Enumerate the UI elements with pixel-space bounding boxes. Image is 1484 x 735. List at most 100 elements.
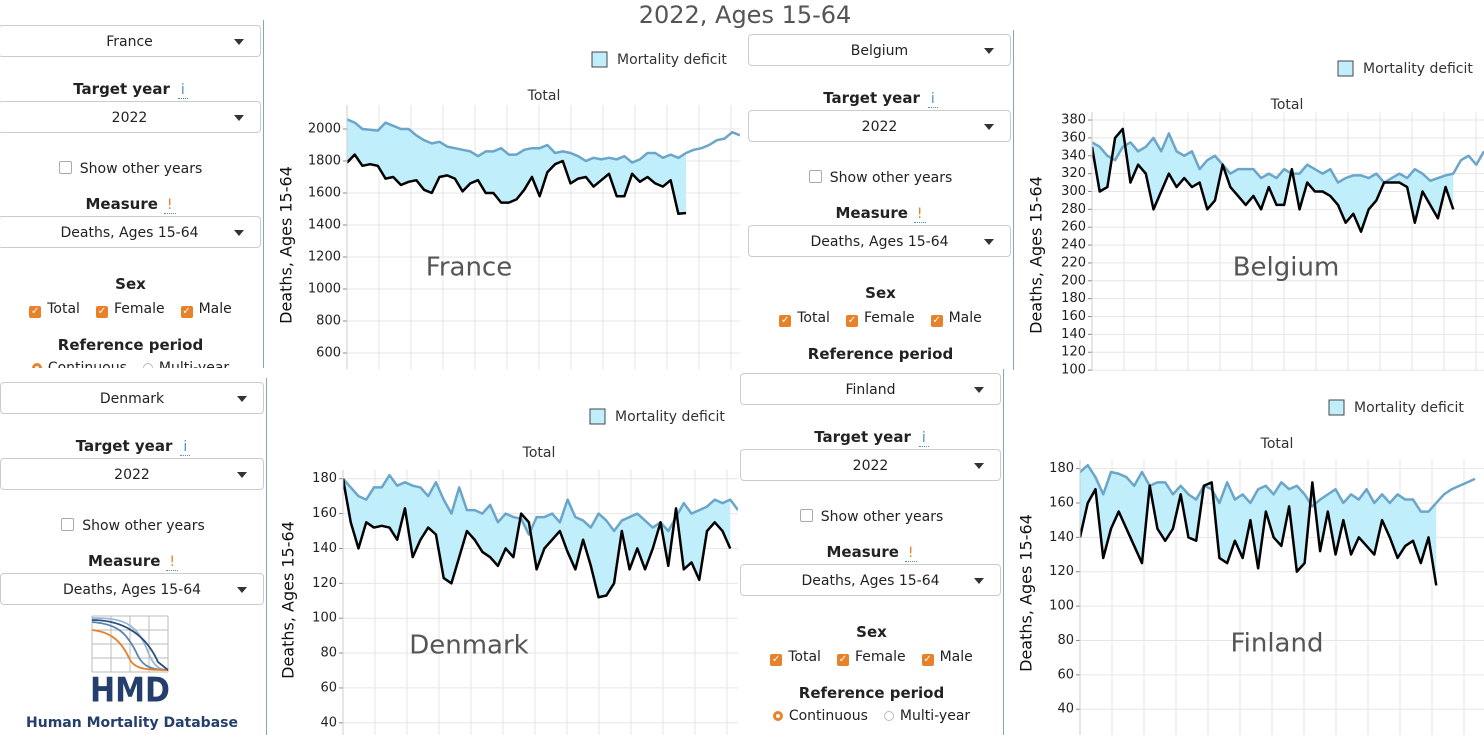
target-year-row: Target year i — [748, 88, 1013, 109]
checkbox-checked: ✓ — [836, 654, 849, 666]
sex-option[interactable]: ✓ Female — [95, 301, 165, 318]
radio-option[interactable]: Multi-year — [142, 360, 230, 368]
series-line — [343, 478, 732, 599]
logo-curve — [91, 617, 169, 671]
reference-options: Continuous Multi-year — [0, 358, 263, 368]
measure-dropdown[interactable]: Deaths, Ages 15-64 — [748, 225, 1011, 257]
legend-label: Mortality deficit — [617, 52, 727, 68]
series-line — [347, 153, 687, 216]
y-tick-label: 180 — [1049, 461, 1074, 476]
warning-link[interactable]: ! — [904, 545, 917, 562]
country-dropdown[interactable]: Finland — [740, 373, 1001, 405]
caret — [237, 396, 247, 402]
sex-label: Sex — [865, 284, 896, 302]
caret — [237, 587, 247, 593]
measure-label: Measure — [87, 552, 161, 570]
y-tick-label: 360 — [1061, 130, 1086, 145]
info-link[interactable]: i — [918, 430, 929, 447]
country-dropdown-text: Belgium — [850, 43, 909, 59]
y-tick-label: 1400 — [308, 218, 341, 233]
country-dropdown[interactable]: Belgium — [748, 34, 1011, 66]
sex-option[interactable]: ✓ Total — [29, 301, 80, 318]
plot — [343, 470, 738, 735]
measure-dropdown[interactable]: Deaths, Ages 15-64 — [0, 573, 264, 605]
radio — [883, 711, 894, 721]
year-dropdown[interactable]: 2022 — [740, 449, 1001, 481]
measure-row: Measure! — [0, 551, 266, 572]
series-line — [1092, 132, 1484, 184]
sex-option-label: Female — [863, 310, 915, 326]
sex-option[interactable]: ✓ Female — [845, 310, 915, 327]
year-dropdown[interactable]: 2022 — [0, 101, 261, 133]
sex-label: Sex — [115, 275, 146, 293]
sex-option[interactable]: ✓ Total — [770, 649, 821, 666]
year-dropdown[interactable]: 2022 — [748, 110, 1011, 142]
logo-caption: Human Mortality Database — [26, 715, 238, 731]
warning-link[interactable]: ! — [166, 554, 179, 571]
checkbox[interactable] — [799, 509, 813, 522]
sex-option[interactable]: ✓ Male — [930, 310, 982, 327]
caret — [234, 39, 244, 45]
country-dropdown[interactable]: Denmark — [0, 382, 264, 414]
y-tick-label: 1800 — [308, 154, 341, 169]
checkbox[interactable] — [61, 518, 75, 531]
country-dropdown[interactable]: France — [0, 25, 261, 57]
checkbox-checked: ✓ — [779, 315, 792, 327]
radio — [142, 363, 153, 368]
y-tick-label: 300 — [1061, 184, 1086, 199]
year-dropdown[interactable]: 2022 — [0, 458, 264, 490]
measure-dropdown[interactable]: Deaths, Ages 15-64 — [740, 564, 1001, 596]
warning-link[interactable]: ! — [913, 206, 926, 223]
measure-dropdown[interactable]: Deaths, Ages 15-64 — [0, 216, 261, 248]
info-link[interactable]: i — [927, 91, 938, 108]
plot — [1080, 460, 1484, 735]
radio-label: Multi-year — [158, 360, 230, 368]
caret — [984, 124, 994, 130]
y-tick-label: 80 — [320, 646, 337, 661]
radio-option[interactable]: Continuous — [772, 708, 868, 724]
logo: HMD — [90, 615, 170, 711]
y-tick-label: 160 — [312, 506, 337, 521]
series-line — [1080, 463, 1476, 513]
sex-option-label: Total — [797, 310, 830, 326]
sex-options: ✓ Total ✓ Female ✓ Male — [740, 647, 1003, 667]
measure-row: Measure! — [740, 542, 1003, 563]
checkbox-checked: ✓ — [845, 315, 858, 327]
sex-option[interactable]: ✓ Male — [180, 301, 232, 318]
measure-dropdown-text: Deaths, Ages 15-64 — [60, 225, 199, 241]
info-link[interactable]: i — [180, 439, 191, 456]
checkbox-checked: ✓ — [95, 306, 108, 318]
radio-option[interactable]: Continuous — [31, 360, 127, 368]
control-panel: Denmark Target year i 2022 Show other years M… — [0, 378, 267, 735]
year-dropdown-text: 2022 — [861, 119, 898, 135]
country-dropdown-text: Finland — [845, 382, 896, 398]
measure-label: Measure — [85, 195, 158, 213]
legend-label: Mortality deficit — [1354, 400, 1464, 416]
show-other-label: Show other years — [829, 170, 953, 186]
y-tick-label: 120 — [1061, 345, 1086, 360]
info-link[interactable]: i — [177, 82, 188, 99]
control-panel: Belgium Target year i 2022 Show other years M… — [748, 30, 1014, 370]
y-tick-label: 140 — [1061, 327, 1086, 342]
radio-label: Multi-year — [899, 708, 971, 724]
radio-option[interactable]: Multi-year — [883, 708, 971, 724]
reference-options: Continuous Multi-year — [740, 706, 1003, 726]
checkbox[interactable] — [58, 161, 72, 174]
sex-option[interactable]: ✓ Male — [921, 649, 973, 666]
legend-swatch — [1328, 399, 1345, 416]
caret — [234, 230, 244, 236]
year-dropdown-text: 2022 — [852, 458, 889, 474]
y-tick-label: 180 — [1061, 291, 1086, 306]
caret — [237, 472, 247, 478]
sex-option[interactable]: ✓ Female — [836, 649, 906, 666]
measure-dropdown-text: Deaths, Ages 15-64 — [801, 573, 940, 589]
plot — [1092, 112, 1484, 371]
sex-option[interactable]: ✓ Total — [779, 310, 830, 327]
radio — [31, 363, 42, 368]
warning-link[interactable]: ! — [163, 197, 176, 214]
country-annotation: Belgium — [1233, 253, 1340, 283]
y-tick-label: 80 — [1057, 633, 1074, 648]
y-axis-label: Deaths, Ages 15-64 — [1027, 176, 1046, 334]
checkbox[interactable] — [808, 170, 822, 183]
y-tick-label: 100 — [1061, 363, 1086, 378]
